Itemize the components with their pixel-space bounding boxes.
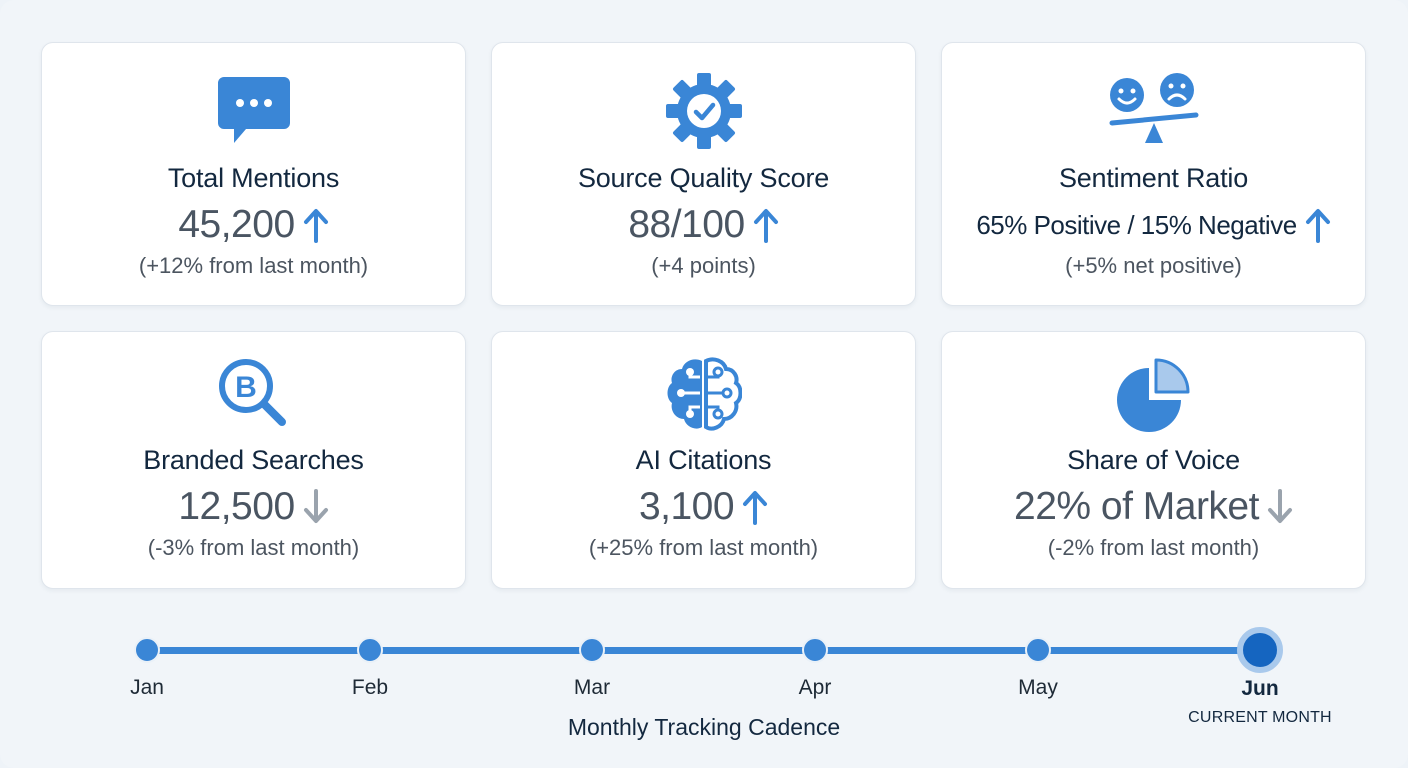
arrow-down-icon	[303, 489, 329, 525]
timeline-dot-mar[interactable]	[579, 637, 605, 663]
timeline-label-jun: Jun	[1241, 677, 1279, 700]
metric-value: 45,200	[178, 203, 295, 246]
timeline-caption: Monthly Tracking Cadence	[567, 714, 841, 740]
timeline-label-apr: Apr	[798, 676, 832, 699]
metric-card-share-of-voice[interactable]: Share of Voice 22% of Market (-2% from l…	[941, 331, 1366, 589]
monthly-timeline: Jan Feb Mar Apr May Jun CURRENT MONTH Mo…	[0, 610, 1408, 760]
arrow-up-icon	[742, 489, 768, 525]
gear-check-icon	[492, 71, 915, 151]
metric-value: 12,500	[178, 485, 295, 528]
ai-brain-icon	[492, 354, 915, 434]
pie-chart-icon	[942, 354, 1365, 434]
metric-change: (+5% net positive)	[1065, 253, 1242, 278]
arrow-up-icon	[303, 207, 329, 243]
timeline-label-jan: Jan	[130, 676, 164, 699]
chat-bubble-icon	[42, 71, 465, 151]
timeline-dot-may[interactable]	[1025, 637, 1051, 663]
metric-title: AI Citations	[635, 445, 772, 475]
metric-title: Sentiment Ratio	[1058, 163, 1249, 193]
arrow-up-icon	[753, 207, 779, 243]
arrow-up-icon	[1305, 207, 1331, 243]
metric-change: (+12% from last month)	[138, 253, 369, 278]
metric-value: 88/100	[628, 203, 745, 246]
metric-value: 65% Positive / 15% Negative	[976, 209, 1297, 240]
timeline-label-mar: Mar	[573, 676, 611, 699]
timeline-dot-jun-current[interactable]	[1237, 627, 1283, 673]
metric-card-source-quality[interactable]: Source Quality Score 88/100 (+4 points)	[491, 42, 916, 306]
metric-card-ai-citations[interactable]: AI Citations 3,100 (+25% from last month…	[491, 331, 916, 589]
metric-title: Source Quality Score	[577, 163, 830, 193]
current-month-badge: CURRENT MONTH	[1188, 709, 1332, 726]
timeline-dot-apr[interactable]	[802, 637, 828, 663]
timeline-label-may: May	[1018, 676, 1058, 699]
timeline-track	[147, 647, 1260, 654]
metric-value: 22% of Market	[1014, 485, 1259, 528]
metrics-grid: Total Mentions 45,200 (+12% from last mo…	[41, 42, 1367, 589]
metric-title: Share of Voice	[1067, 445, 1240, 475]
timeline-label-feb: Feb	[351, 676, 389, 699]
arrow-down-icon	[1267, 489, 1293, 525]
metric-change: (-3% from last month)	[147, 535, 360, 560]
metric-change: (-2% from last month)	[1047, 535, 1260, 560]
metric-card-total-mentions[interactable]: Total Mentions 45,200 (+12% from last mo…	[41, 42, 466, 306]
metric-change: (+4 points)	[651, 253, 756, 278]
timeline-dot-jan[interactable]	[134, 637, 160, 663]
svg-text:B: B	[235, 371, 257, 404]
metric-card-branded-searches[interactable]: B Branded Searches 12,500 (-3% from last…	[41, 331, 466, 589]
brand-search-icon: B	[42, 354, 465, 434]
metric-title: Branded Searches	[143, 445, 364, 475]
sentiment-scale-icon	[942, 71, 1365, 151]
metric-value: 3,100	[638, 485, 735, 528]
metric-title: Total Mentions	[167, 163, 340, 193]
timeline-dot-feb[interactable]	[357, 637, 383, 663]
metric-card-sentiment-ratio[interactable]: Sentiment Ratio 65% Positive / 15% Negat…	[941, 42, 1366, 306]
metric-change: (+25% from last month)	[588, 535, 819, 560]
